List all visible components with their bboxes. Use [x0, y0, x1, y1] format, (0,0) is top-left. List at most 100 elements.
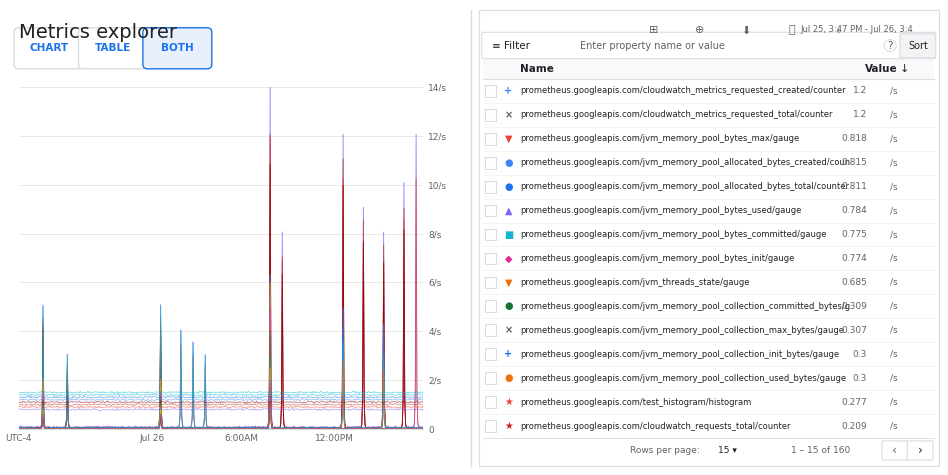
Text: 0.811: 0.811 — [842, 182, 867, 191]
Text: 15 ▾: 15 ▾ — [718, 446, 737, 455]
Text: ⊕: ⊕ — [695, 26, 704, 36]
Text: /s: /s — [889, 134, 897, 143]
Text: prometheus.googleapis.com/test_histogram/histogram: prometheus.googleapis.com/test_histogram… — [520, 398, 751, 407]
Text: /s: /s — [889, 86, 897, 95]
Text: Name: Name — [520, 64, 554, 74]
Text: 0.3: 0.3 — [853, 350, 867, 359]
Bar — [485, 228, 496, 240]
Text: prometheus.googleapis.com/cloudwatch_requests_total/counter: prometheus.googleapis.com/cloudwatch_req… — [520, 422, 791, 431]
Text: +: + — [504, 349, 513, 359]
Text: +: + — [504, 86, 513, 96]
Text: 0.775: 0.775 — [842, 230, 867, 239]
Text: /s: /s — [889, 254, 897, 263]
Text: ↓: ↓ — [900, 64, 909, 74]
Text: /s: /s — [889, 350, 897, 359]
Text: 0.784: 0.784 — [842, 206, 867, 215]
Text: ★: ★ — [504, 421, 513, 431]
Bar — [485, 85, 496, 97]
Text: /s: /s — [889, 230, 897, 239]
Text: ▼: ▼ — [504, 277, 512, 287]
Text: prometheus.googleapis.com/jvm_threads_state/gauge: prometheus.googleapis.com/jvm_threads_st… — [520, 278, 750, 287]
Text: ⊞: ⊞ — [648, 26, 658, 36]
Bar — [485, 180, 496, 192]
Text: 0.3: 0.3 — [853, 374, 867, 383]
Text: Metrics explorer: Metrics explorer — [19, 23, 176, 42]
Bar — [485, 372, 496, 384]
Text: 🔗: 🔗 — [788, 26, 794, 36]
Text: ●: ● — [504, 158, 513, 168]
Text: 0.815: 0.815 — [842, 158, 867, 167]
Bar — [485, 205, 496, 217]
Text: ●: ● — [504, 373, 513, 383]
Text: prometheus.googleapis.com/jvm_memory_pool_collection_used_bytes/gauge: prometheus.googleapis.com/jvm_memory_poo… — [520, 374, 847, 383]
Text: /s: /s — [889, 422, 897, 431]
Text: ⬇: ⬇ — [740, 26, 750, 36]
Text: /s: /s — [889, 158, 897, 167]
Text: 1.2: 1.2 — [853, 86, 867, 95]
Text: 0.277: 0.277 — [842, 398, 867, 407]
Text: /s: /s — [889, 278, 897, 287]
Text: Rows per page:: Rows per page: — [629, 446, 700, 455]
Text: prometheus.googleapis.com/jvm_memory_pool_collection_max_bytes/gauge: prometheus.googleapis.com/jvm_memory_poo… — [520, 326, 844, 335]
FancyBboxPatch shape — [882, 441, 907, 460]
Text: Sort: Sort — [908, 40, 928, 50]
Text: /s: /s — [889, 374, 897, 383]
Text: ●: ● — [504, 301, 513, 312]
Text: /s: /s — [889, 326, 897, 335]
FancyBboxPatch shape — [79, 28, 148, 69]
Text: 0.818: 0.818 — [842, 134, 867, 143]
Bar — [483, 60, 934, 79]
Text: 1 – 15 of 160: 1 – 15 of 160 — [792, 446, 850, 455]
Text: ≡ Filter: ≡ Filter — [492, 40, 530, 50]
Bar — [485, 276, 496, 288]
Text: TABLE: TABLE — [95, 43, 131, 53]
Text: prometheus.googleapis.com/jvm_memory_pool_collection_committed_bytes/g: prometheus.googleapis.com/jvm_memory_poo… — [520, 302, 850, 311]
Bar — [485, 301, 496, 313]
Text: prometheus.googleapis.com/jvm_memory_pool_bytes_used/gauge: prometheus.googleapis.com/jvm_memory_poo… — [520, 206, 801, 215]
Text: ▲: ▲ — [504, 206, 512, 216]
Text: CHART: CHART — [29, 43, 68, 53]
Text: ★: ★ — [504, 397, 513, 407]
Text: prometheus.googleapis.com/jvm_memory_pool_allocated_bytes_total/counter: prometheus.googleapis.com/jvm_memory_poo… — [520, 182, 849, 191]
Text: ●: ● — [504, 181, 513, 191]
Text: BOTH: BOTH — [161, 43, 193, 53]
Text: prometheus.googleapis.com/jvm_memory_pool_collection_init_bytes/gauge: prometheus.googleapis.com/jvm_memory_poo… — [520, 350, 839, 359]
FancyBboxPatch shape — [907, 441, 933, 460]
Text: ‹: ‹ — [892, 444, 898, 457]
FancyBboxPatch shape — [143, 28, 211, 69]
Bar — [485, 133, 496, 144]
Text: ◆: ◆ — [504, 254, 512, 264]
Bar — [485, 324, 496, 336]
Text: ×: × — [504, 110, 513, 120]
Bar — [485, 396, 496, 408]
Text: prometheus.googleapis.com/cloudwatch_metrics_requested_total/counter: prometheus.googleapis.com/cloudwatch_met… — [520, 110, 832, 119]
Text: 0.307: 0.307 — [842, 326, 867, 335]
Text: /s: /s — [889, 302, 897, 311]
Bar — [485, 157, 496, 169]
FancyBboxPatch shape — [14, 28, 83, 69]
Text: ×: × — [504, 325, 513, 335]
Bar — [485, 348, 496, 360]
Text: ?: ? — [887, 40, 893, 50]
Bar — [485, 253, 496, 265]
Text: /s: /s — [889, 398, 897, 407]
Text: ›: › — [918, 444, 922, 457]
Text: prometheus.googleapis.com/jvm_memory_pool_bytes_committed/gauge: prometheus.googleapis.com/jvm_memory_poo… — [520, 230, 827, 239]
Text: prometheus.googleapis.com/jvm_memory_pool_bytes_max/gauge: prometheus.googleapis.com/jvm_memory_poo… — [520, 134, 799, 143]
Text: 0.685: 0.685 — [842, 278, 867, 287]
Bar — [485, 109, 496, 121]
Text: /s: /s — [889, 206, 897, 215]
FancyBboxPatch shape — [482, 32, 936, 59]
Text: ▼: ▼ — [504, 133, 512, 144]
Text: Enter property name or value: Enter property name or value — [580, 40, 724, 50]
Text: ■: ■ — [504, 229, 513, 239]
Text: prometheus.googleapis.com/jvm_memory_pool_allocated_bytes_created/coun: prometheus.googleapis.com/jvm_memory_poo… — [520, 158, 850, 167]
Text: prometheus.googleapis.com/jvm_memory_pool_bytes_init/gauge: prometheus.googleapis.com/jvm_memory_poo… — [520, 254, 794, 263]
Text: ‹: ‹ — [835, 26, 840, 36]
Text: Value: Value — [865, 64, 898, 74]
Text: 0.774: 0.774 — [842, 254, 867, 263]
Text: 1.2: 1.2 — [853, 110, 867, 119]
Text: prometheus.googleapis.com/cloudwatch_metrics_requested_created/counter: prometheus.googleapis.com/cloudwatch_met… — [520, 86, 846, 95]
Text: 0.209: 0.209 — [842, 422, 867, 431]
Text: /s: /s — [889, 182, 897, 191]
